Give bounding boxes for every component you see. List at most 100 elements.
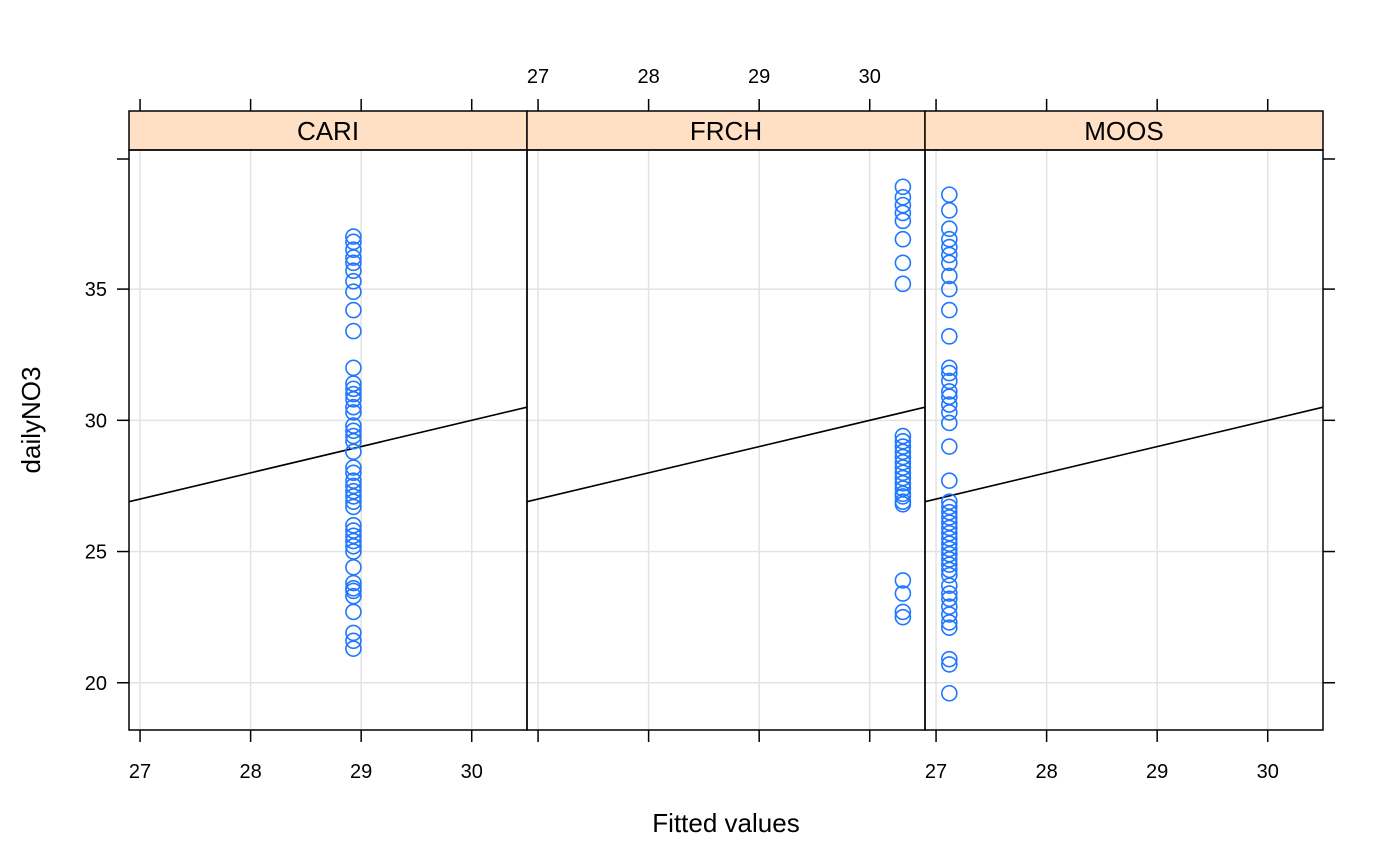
data-point <box>894 275 912 293</box>
data-point <box>345 522 362 539</box>
data-point <box>941 598 958 615</box>
x-tick-label: 27 <box>925 761 947 783</box>
x-tick-label: 28 <box>239 761 261 783</box>
data-point <box>941 220 958 238</box>
data-point <box>941 280 958 298</box>
data-point <box>345 262 362 280</box>
data-point <box>894 438 912 455</box>
data-point <box>345 422 362 440</box>
data-point <box>941 202 958 219</box>
strip-layer: CARI FRCH MOOS <box>128 110 1324 151</box>
data-point <box>345 322 362 340</box>
data-point <box>345 398 362 416</box>
y-tick-label: 30 <box>85 410 107 432</box>
panel-frame <box>526 149 926 731</box>
panel-strip <box>128 110 528 151</box>
data-point <box>345 632 362 650</box>
data-point <box>941 186 958 203</box>
data-point <box>941 328 958 345</box>
data-point <box>941 656 958 673</box>
data-point <box>345 233 362 251</box>
data-point <box>894 178 912 196</box>
data-point <box>941 684 958 702</box>
x-tick-label: 28 <box>1035 761 1057 783</box>
data-point <box>941 396 958 413</box>
data-point <box>345 482 362 500</box>
data-point <box>345 301 362 319</box>
panel-frame <box>128 149 528 731</box>
panel-frames <box>128 149 1324 731</box>
data-point <box>894 572 912 589</box>
panel-strip-label: CARI <box>297 116 359 146</box>
x-tick-label: 28 <box>637 66 659 88</box>
data-point <box>941 619 958 636</box>
grid-layer <box>129 150 1323 730</box>
data-point <box>345 359 362 377</box>
data-point <box>345 272 362 290</box>
data-point <box>941 503 958 521</box>
reference-line-layer <box>128 406 1324 503</box>
data-point <box>345 587 362 605</box>
data-point <box>941 493 958 510</box>
x-tick-label: 30 <box>1257 761 1279 783</box>
data-point <box>345 472 362 489</box>
reference-line <box>924 406 1324 503</box>
data-point <box>894 188 912 206</box>
x-axis-title: Fitted values <box>652 808 799 838</box>
data-point <box>941 267 958 285</box>
data-point <box>894 427 912 445</box>
x-tick-label: 29 <box>350 761 372 783</box>
data-point <box>941 650 958 668</box>
panel-strip-label: FRCH <box>690 116 762 146</box>
points-layer <box>345 178 958 702</box>
x-tick-label: 30 <box>859 66 881 88</box>
data-point <box>941 230 958 248</box>
data-point <box>345 464 362 482</box>
data-point <box>941 372 958 390</box>
data-point <box>894 608 912 626</box>
axis-tick-labels: 27 28 29 30 27 28 29 30 27 28 29 30 20 25 30 35 <box>85 66 1279 783</box>
x-tick-label: 27 <box>129 761 151 783</box>
data-point <box>941 359 958 377</box>
data-point <box>941 414 958 432</box>
data-point <box>345 579 362 597</box>
data-point <box>941 364 958 382</box>
data-point <box>345 477 362 495</box>
data-point <box>345 417 362 434</box>
data-point <box>941 498 958 516</box>
data-point <box>941 301 958 319</box>
data-point <box>345 603 362 621</box>
data-point <box>894 603 912 621</box>
data-point <box>941 238 958 256</box>
data-point <box>941 472 958 489</box>
panel-strip-label: MOOS <box>1084 116 1163 146</box>
x-tick-label: 29 <box>1146 761 1168 783</box>
data-point <box>345 558 362 576</box>
data-point <box>345 380 362 398</box>
data-point <box>894 585 912 602</box>
panel-frame <box>924 149 1324 731</box>
data-point <box>345 527 362 545</box>
data-point <box>345 254 362 272</box>
y-axis-title: dailyNO3 <box>16 367 46 474</box>
x-tick-label: 29 <box>748 66 770 88</box>
data-point <box>941 585 958 602</box>
data-point <box>345 385 362 403</box>
data-point <box>345 427 362 445</box>
data-point <box>345 404 362 421</box>
data-point <box>941 590 958 608</box>
data-point <box>345 228 362 245</box>
data-point <box>345 241 362 259</box>
data-point <box>894 230 912 248</box>
y-tick-label: 25 <box>85 542 107 564</box>
data-point <box>894 196 912 214</box>
y-tick-label: 20 <box>85 673 107 695</box>
data-point <box>345 283 362 301</box>
data-point <box>894 254 912 272</box>
data-point <box>941 383 958 400</box>
reference-line <box>526 406 926 503</box>
data-point <box>345 624 362 642</box>
data-point <box>345 516 362 534</box>
data-point <box>941 438 958 455</box>
